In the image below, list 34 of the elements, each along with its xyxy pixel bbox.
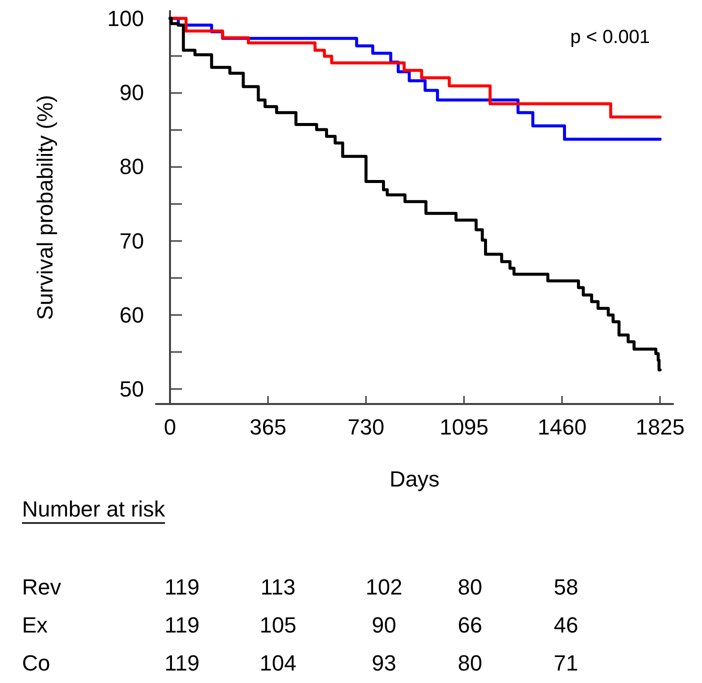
x-tick-label: 1460 [538,414,587,440]
text: 80 [458,574,482,600]
text: 80 [458,650,482,676]
text: 90 [372,612,396,638]
x-tick-label: 730 [348,414,384,440]
text: 104 [260,650,296,676]
y-tick-label: 100 [107,6,144,31]
y-tick-label: 60 [120,302,144,328]
x-tick-label: 1095 [440,414,489,440]
text: Rev [22,574,62,600]
text: Ex [22,612,48,638]
text: Number at risk [22,496,166,522]
text: 119 [164,574,200,600]
y-axis-title: Survival probability (%) [32,95,58,320]
y-tick-label: 70 [120,228,144,254]
text: 113 [260,574,296,600]
text: 93 [372,650,396,676]
y-tick-label: 50 [120,376,144,402]
y-tick-label: 80 [120,154,144,180]
x-tick-label: 1825 [636,414,685,440]
y-tick-label: 90 [120,80,144,106]
x-axis-title: Days [389,466,440,492]
x-tick-label: 365 [250,414,286,440]
text: 119 [164,612,200,638]
text: 71 [554,650,578,676]
text: 119 [164,650,200,676]
text: 58 [554,574,578,600]
text: 66 [458,612,482,638]
text: 46 [554,612,578,638]
annotation: p < 0.001 [570,27,650,48]
x-tick-label: 0 [164,414,176,440]
text: 102 [366,574,402,600]
text: 105 [260,612,296,638]
text: Co [22,650,50,676]
